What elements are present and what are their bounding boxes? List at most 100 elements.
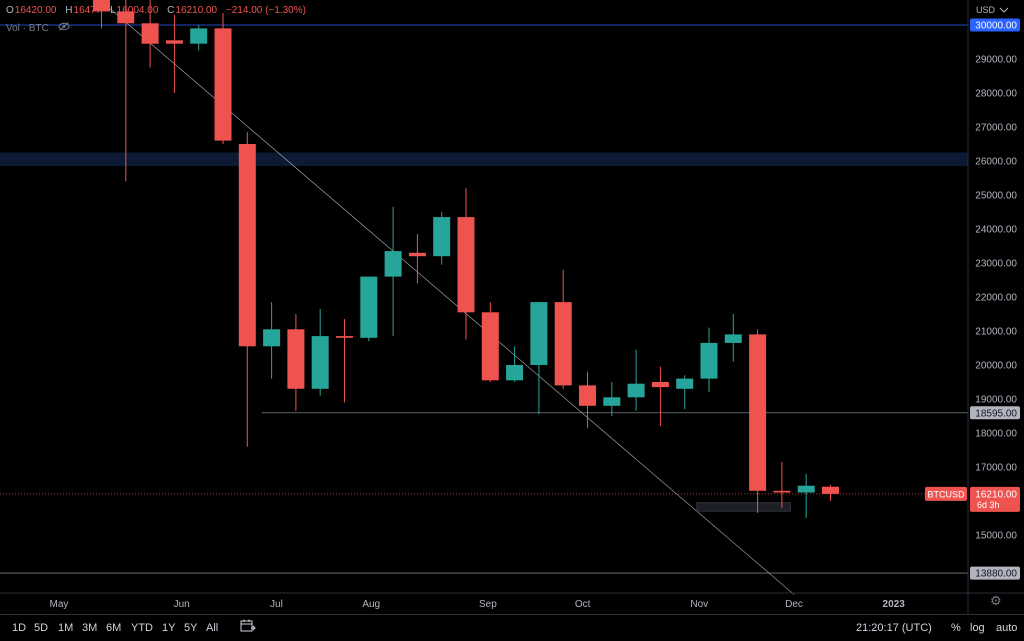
x-tick-label: Dec	[785, 599, 803, 610]
price-tag: 16210.00	[975, 489, 1017, 500]
candle	[749, 329, 767, 513]
x-tick-label: Oct	[575, 599, 591, 610]
price-marker-support-bg	[970, 406, 1020, 420]
candle	[165, 14, 183, 93]
demand-box	[696, 502, 791, 512]
low-value: 16004.00	[116, 5, 159, 16]
candle	[433, 212, 451, 265]
candle-body	[530, 302, 548, 365]
y-tick-label: 23000.00	[975, 259, 1017, 270]
low-key: L	[110, 5, 116, 16]
price-marker-low-bg	[970, 566, 1020, 580]
candle	[773, 461, 791, 508]
y-tick-label: 29000.00	[975, 55, 1017, 66]
candle-body	[603, 397, 621, 406]
timeframe-1d[interactable]: 1D	[12, 622, 27, 634]
x-tick-label: Sep	[479, 599, 497, 610]
candle-body	[797, 485, 815, 493]
y-tick-label: 25000.00	[975, 191, 1017, 202]
clock-readout[interactable]: 21:20:17 (UTC)	[856, 622, 932, 634]
candle	[336, 319, 353, 403]
candle-body	[651, 382, 669, 388]
timeframe-3m[interactable]: 3M	[82, 622, 98, 634]
close-key: C	[167, 5, 175, 16]
candle-body	[263, 329, 281, 347]
timeframe-all[interactable]: All	[206, 622, 219, 634]
y-tick-label: 21000.00	[975, 327, 1017, 338]
candle	[676, 375, 694, 410]
gear-icon[interactable]: ⚙	[990, 593, 1002, 608]
timeframe-6m[interactable]: 6M	[106, 622, 122, 634]
candle	[117, 0, 135, 182]
candle	[287, 314, 305, 411]
price-chart[interactable]: 15000.0016000.0017000.0018000.0019000.00…	[0, 0, 1024, 614]
countdown-label: 6d 3h	[977, 500, 1000, 510]
candle	[214, 13, 232, 144]
candle-body	[360, 276, 378, 338]
candle-body	[749, 334, 767, 491]
ohlc-legend: O16420.00 H16477 L16004.00 C16210.00 −21…	[6, 5, 312, 16]
candle-body	[165, 40, 183, 44]
candle-body	[676, 378, 694, 389]
change-value: −214.00 (−1.30%)	[225, 5, 306, 16]
timeframe-5y[interactable]: 5Y	[184, 622, 198, 634]
candle-body	[311, 336, 329, 389]
candle	[238, 132, 256, 447]
open-value: 16420.00	[14, 5, 57, 16]
timeframe-1y[interactable]: 1Y	[162, 622, 176, 634]
resistance-zone	[0, 152, 968, 167]
x-tick-label: May	[50, 599, 69, 610]
price-marker-high-bg	[970, 18, 1020, 32]
candle	[360, 276, 378, 342]
timeframe-1m[interactable]: 1M	[58, 622, 74, 634]
log-toggle[interactable]: log	[970, 622, 985, 634]
candle	[554, 269, 572, 389]
candle	[263, 302, 281, 379]
calendar-goto-icon[interactable]	[240, 619, 256, 633]
open-key: O	[6, 5, 14, 16]
close-value: 16210.00	[175, 5, 218, 16]
y-tick-label: 26000.00	[975, 157, 1017, 168]
candle-body	[190, 28, 208, 44]
eye-crossed-icon[interactable]	[58, 22, 70, 34]
symbol-tag: BTCUSD	[927, 489, 965, 499]
candle-body	[627, 383, 645, 398]
candle-body	[214, 28, 232, 141]
candle-body	[287, 329, 305, 389]
symbol-tag-bg	[925, 486, 967, 501]
high-key: H	[65, 5, 73, 16]
candle-body	[506, 365, 524, 381]
y-tick-label: 28000.00	[975, 89, 1017, 100]
candle	[822, 484, 839, 501]
candle	[627, 349, 645, 411]
candle-body	[481, 312, 499, 381]
candle	[93, 0, 110, 29]
candle	[506, 346, 524, 382]
candle	[481, 302, 499, 382]
timeframe-ytd[interactable]: YTD	[131, 622, 153, 634]
auto-toggle[interactable]: auto	[996, 622, 1018, 634]
candle-body	[336, 336, 353, 338]
candle-body	[822, 486, 839, 494]
high-value: 16477	[73, 5, 102, 16]
candle-body	[238, 144, 256, 347]
candle-body	[433, 217, 451, 257]
candle-body	[700, 342, 718, 379]
candle	[530, 302, 548, 415]
price-marker-support: 18595.00	[975, 408, 1017, 419]
candle	[724, 314, 742, 362]
candle	[700, 327, 718, 393]
price-marker-high: 30000.00	[975, 21, 1017, 32]
y-tick-label: 17000.00	[975, 463, 1017, 474]
y-tick-label: 24000.00	[975, 225, 1017, 236]
candle-body	[457, 217, 475, 313]
chevron-down-icon	[999, 7, 1009, 13]
timeframe-5d[interactable]: 5D	[34, 622, 49, 634]
x-tick-label: Jul	[270, 599, 283, 610]
x-tick-label: 2023	[883, 599, 906, 610]
y-tick-label: 19000.00	[975, 395, 1017, 406]
volume-legend[interactable]: Vol · BTC	[6, 22, 70, 34]
price-marker-low: 13880.00	[975, 569, 1017, 580]
y-tick-label: 20000.00	[975, 361, 1017, 372]
percent-toggle[interactable]: %	[951, 622, 961, 634]
